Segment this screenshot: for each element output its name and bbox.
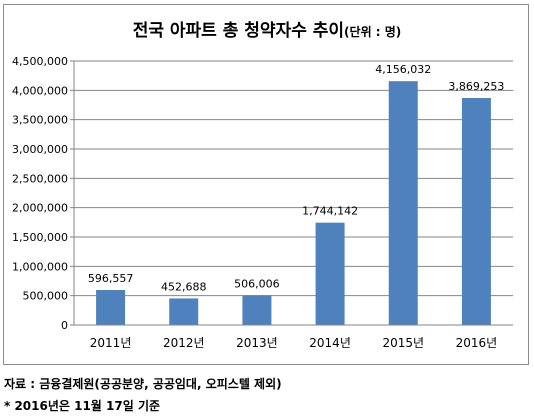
- y-tick-label: 500,000: [23, 290, 69, 303]
- bar: [169, 298, 199, 325]
- y-tick-label: 1,500,000: [12, 231, 68, 244]
- x-axis-ticks: 2011년 2012년 2013년 2014년 2015년 2016년: [90, 336, 497, 350]
- y-tick-label: 0: [61, 319, 68, 332]
- chart-title: 전국 아파트 총 청약자수 추이(단위 : 명): [133, 20, 402, 41]
- data-label: 452,688: [161, 280, 207, 293]
- bar-chart: 전국 아파트 총 청약자수 추이(단위 : 명) 0 500,000 1,000,0…: [12, 20, 513, 350]
- bar: [461, 98, 491, 326]
- data-label: 506,006: [234, 277, 280, 290]
- chart-title-unit: (단위 : 명): [344, 24, 401, 39]
- data-label: 4,156,032: [375, 63, 431, 76]
- chart-title-main: 전국 아파트 총 청약자수 추이: [133, 20, 344, 41]
- bar: [96, 290, 126, 325]
- x-tick-label: 2016년: [456, 336, 498, 350]
- data-label: 596,557: [88, 272, 134, 285]
- data-label: 1,744,142: [302, 205, 358, 218]
- x-tick-label: 2015년: [382, 336, 424, 350]
- y-axis-ticks: 0 500,000 1,000,000 1,500,000 2,000,000 2,500…: [12, 55, 74, 332]
- date-note: * 2016년은 11월 17일 기준: [4, 399, 161, 413]
- bars: [96, 81, 491, 326]
- y-tick-label: 1,000,000: [12, 260, 68, 273]
- x-tick-label: 2013년: [236, 336, 278, 350]
- x-tick-label: 2012년: [163, 336, 205, 350]
- data-labels: 596,557 452,688 506,006 1,744,142 4,156,032 3…: [88, 63, 505, 293]
- y-tick-label: 3,000,000: [12, 143, 68, 156]
- y-tick-label: 2,500,000: [12, 172, 68, 185]
- bar: [388, 81, 418, 325]
- data-label: 3,869,253: [448, 80, 504, 93]
- gridlines: [74, 60, 513, 297]
- source-note: 자료 : 금융결제원(공공분양, 공공임대, 오피스텔 제외): [4, 377, 282, 391]
- chart-frame: 전국 아파트 총 청약자수 추이(단위 : 명) 0 500,000 1,000,0…: [3, 4, 529, 365]
- y-tick-label: 3,500,000: [12, 114, 68, 127]
- bar: [242, 295, 272, 325]
- bar: [315, 222, 345, 325]
- y-tick-label: 2,000,000: [12, 202, 68, 215]
- y-tick-label: 4,000,000: [12, 84, 68, 97]
- y-tick-label: 4,500,000: [12, 55, 68, 68]
- x-tick-label: 2011년: [90, 336, 132, 350]
- x-tick-label: 2014년: [309, 336, 351, 350]
